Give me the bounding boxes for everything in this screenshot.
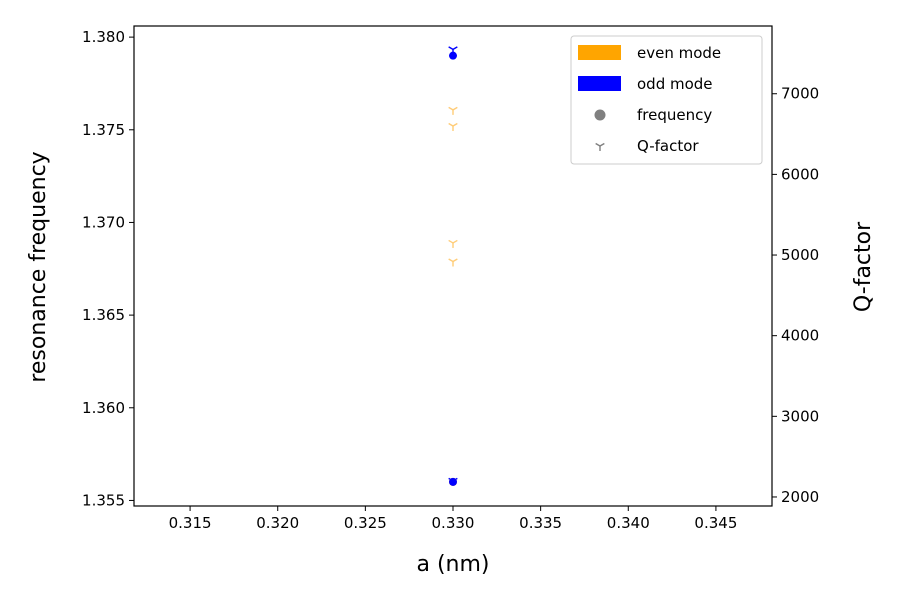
legend-label: frequency [637, 106, 712, 124]
even-mode-qfactor-point [448, 258, 458, 267]
x-tick-label: 0.315 [169, 514, 212, 532]
legend-label: Q-factor [637, 137, 699, 155]
legend: even mode odd mode frequency Q-factor [570, 35, 763, 165]
x-tick-label: 0.325 [344, 514, 387, 532]
legend-key-q-factor [595, 142, 605, 151]
y2-tick-label: 5000 [781, 246, 819, 264]
x-tick-label: 0.345 [694, 514, 737, 532]
y2-tick-label: 7000 [781, 85, 819, 103]
data-marks [448, 46, 458, 486]
y2-tick-label: 4000 [781, 327, 819, 345]
legend-box [570, 35, 763, 165]
x-tick-label: 0.335 [519, 514, 562, 532]
y2-tick-label: 2000 [781, 488, 819, 506]
even-mode-qfactor-point [448, 122, 458, 131]
legend-key-odd-mode [578, 76, 621, 91]
odd-mode-frequency-point [449, 51, 457, 60]
legend-key-frequency [594, 109, 606, 121]
x-tick-label: 0.320 [256, 514, 299, 532]
y-tick-label: 1.375 [82, 121, 125, 139]
legend-label: even mode [637, 44, 721, 62]
y-tick-label: 1.355 [82, 491, 125, 509]
y-axis-title: resonance frequency [26, 151, 51, 382]
even-mode-qfactor-point [448, 239, 458, 248]
x-tick-label: 0.330 [432, 514, 475, 532]
y-tick-label: 1.370 [82, 213, 125, 231]
y-tick-label: 1.380 [82, 28, 125, 46]
y2-tick-label: 3000 [781, 407, 819, 425]
y-tick-label: 1.365 [82, 306, 125, 324]
legend-label: odd mode [637, 75, 713, 93]
axes: 0.315 0.320 0.325 0.330 0.335 0.340 0.345 1.355… [82, 25, 819, 532]
x-axis-title: a (nm) [416, 552, 489, 577]
even-mode-qfactor-point [448, 106, 458, 115]
y-tick-label: 1.360 [82, 399, 125, 417]
x-tick-label: 0.340 [607, 514, 650, 532]
y2-axis-title: Q-factor [851, 221, 876, 312]
y2-tick-label: 6000 [781, 165, 819, 183]
legend-key-even-mode [578, 45, 621, 60]
odd-mode-frequency-point [449, 477, 457, 486]
